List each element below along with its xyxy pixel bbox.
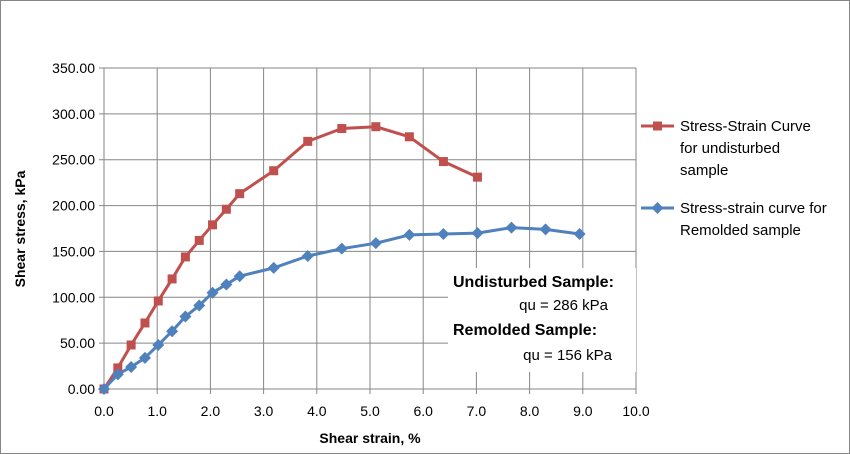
- data-point: [438, 157, 448, 167]
- data-point: [152, 338, 165, 351]
- data-point: [471, 227, 484, 240]
- legend-label: Stress-Strain Curve: [680, 118, 811, 135]
- data-point: [167, 274, 177, 284]
- data-point: [335, 242, 348, 255]
- y-tick-label: 100.00: [52, 289, 95, 305]
- data-point: [403, 228, 416, 241]
- x-tick-label: 2.0: [201, 403, 221, 419]
- x-tick-label: 0.0: [94, 403, 114, 419]
- legend-label: for undisturbed: [680, 140, 780, 157]
- data-point: [206, 286, 219, 299]
- x-axis-title: Shear strain, %: [319, 430, 421, 446]
- data-point: [113, 363, 123, 373]
- data-point: [111, 368, 124, 381]
- legend-marker: [653, 121, 662, 131]
- legend-label: Stress-strain curve for: [680, 200, 827, 217]
- annotation-remolded-value: qu = 156 kPa: [523, 347, 612, 364]
- legend-label: sample: [680, 162, 728, 179]
- data-point: [180, 252, 190, 262]
- series-layer: [98, 122, 586, 395]
- data-point: [301, 250, 314, 263]
- data-point: [505, 221, 518, 234]
- annotation-undisturbed-label: Undisturbed Sample:: [453, 274, 614, 291]
- x-tick-label: 1.0: [147, 403, 167, 419]
- legend-entry-remolded: Stress-strain curve for Remolded sample: [641, 200, 827, 239]
- x-tick-label: 5.0: [360, 403, 380, 419]
- gridlines: [99, 67, 637, 394]
- y-tick-labels: 0.00 50.00 100.00 150.00 200.00 250.00 300.00 3…: [52, 60, 95, 397]
- data-point: [125, 360, 138, 373]
- data-point: [220, 278, 233, 291]
- x-tick-label: 8.0: [520, 403, 540, 419]
- data-point: [221, 204, 231, 214]
- series-undisturbed: [99, 122, 482, 394]
- data-point: [166, 325, 179, 338]
- data-point: [208, 220, 218, 230]
- x-tick-label: 9.0: [573, 403, 593, 419]
- y-tick-label: 300.00: [52, 106, 95, 122]
- x-tick-label: 7.0: [467, 403, 487, 419]
- data-point: [179, 310, 192, 323]
- annotation-box: [448, 268, 636, 372]
- annotation-remolded-label: Remolded Sample:: [453, 322, 597, 339]
- data-point: [404, 132, 414, 142]
- annotation-undisturbed-value: qu = 286 kPa: [519, 297, 608, 314]
- data-point: [267, 261, 280, 274]
- data-point: [153, 296, 163, 306]
- data-point: [126, 340, 136, 350]
- data-point: [337, 124, 347, 134]
- data-point: [269, 166, 279, 176]
- data-point: [98, 383, 110, 395]
- x-tick-label: 4.0: [307, 403, 327, 419]
- data-point: [539, 223, 552, 236]
- series-remolded: [98, 221, 586, 395]
- data-point: [138, 351, 151, 364]
- data-point: [472, 172, 482, 182]
- legend-marker: [651, 202, 664, 214]
- legend-entry-undisturbed: Stress-Strain Curve for undisturbed sample: [641, 118, 811, 179]
- data-point: [573, 228, 586, 241]
- x-tick-labels: 0.0 1.0 2.0 3.0 4.0 5.0 6.0 7.0 8.0 9.0 10.0: [94, 403, 650, 419]
- data-point: [193, 299, 206, 312]
- data-point: [235, 189, 245, 199]
- y-axis-title: Shear stress, kPa: [12, 170, 28, 287]
- y-tick-label: 200.00: [52, 198, 95, 214]
- x-tick-label: 6.0: [413, 403, 433, 419]
- y-tick-label: 50.00: [60, 335, 95, 351]
- data-point: [140, 318, 150, 328]
- data-point: [233, 270, 246, 283]
- legend-label: Remolded sample: [680, 222, 801, 239]
- y-tick-label: 150.00: [52, 243, 95, 259]
- data-point: [194, 235, 204, 245]
- y-tick-label: 350.00: [52, 60, 95, 76]
- data-point: [371, 122, 381, 132]
- x-tick-label: 3.0: [254, 403, 274, 419]
- data-point: [369, 237, 382, 250]
- data-point: [437, 228, 450, 241]
- y-tick-label: 0.00: [68, 381, 95, 397]
- data-point: [303, 136, 313, 146]
- legend: Stress-Strain Curve for undisturbed sample…: [641, 118, 827, 239]
- y-tick-label: 250.00: [52, 152, 95, 168]
- x-tick-label: 10.0: [622, 403, 649, 419]
